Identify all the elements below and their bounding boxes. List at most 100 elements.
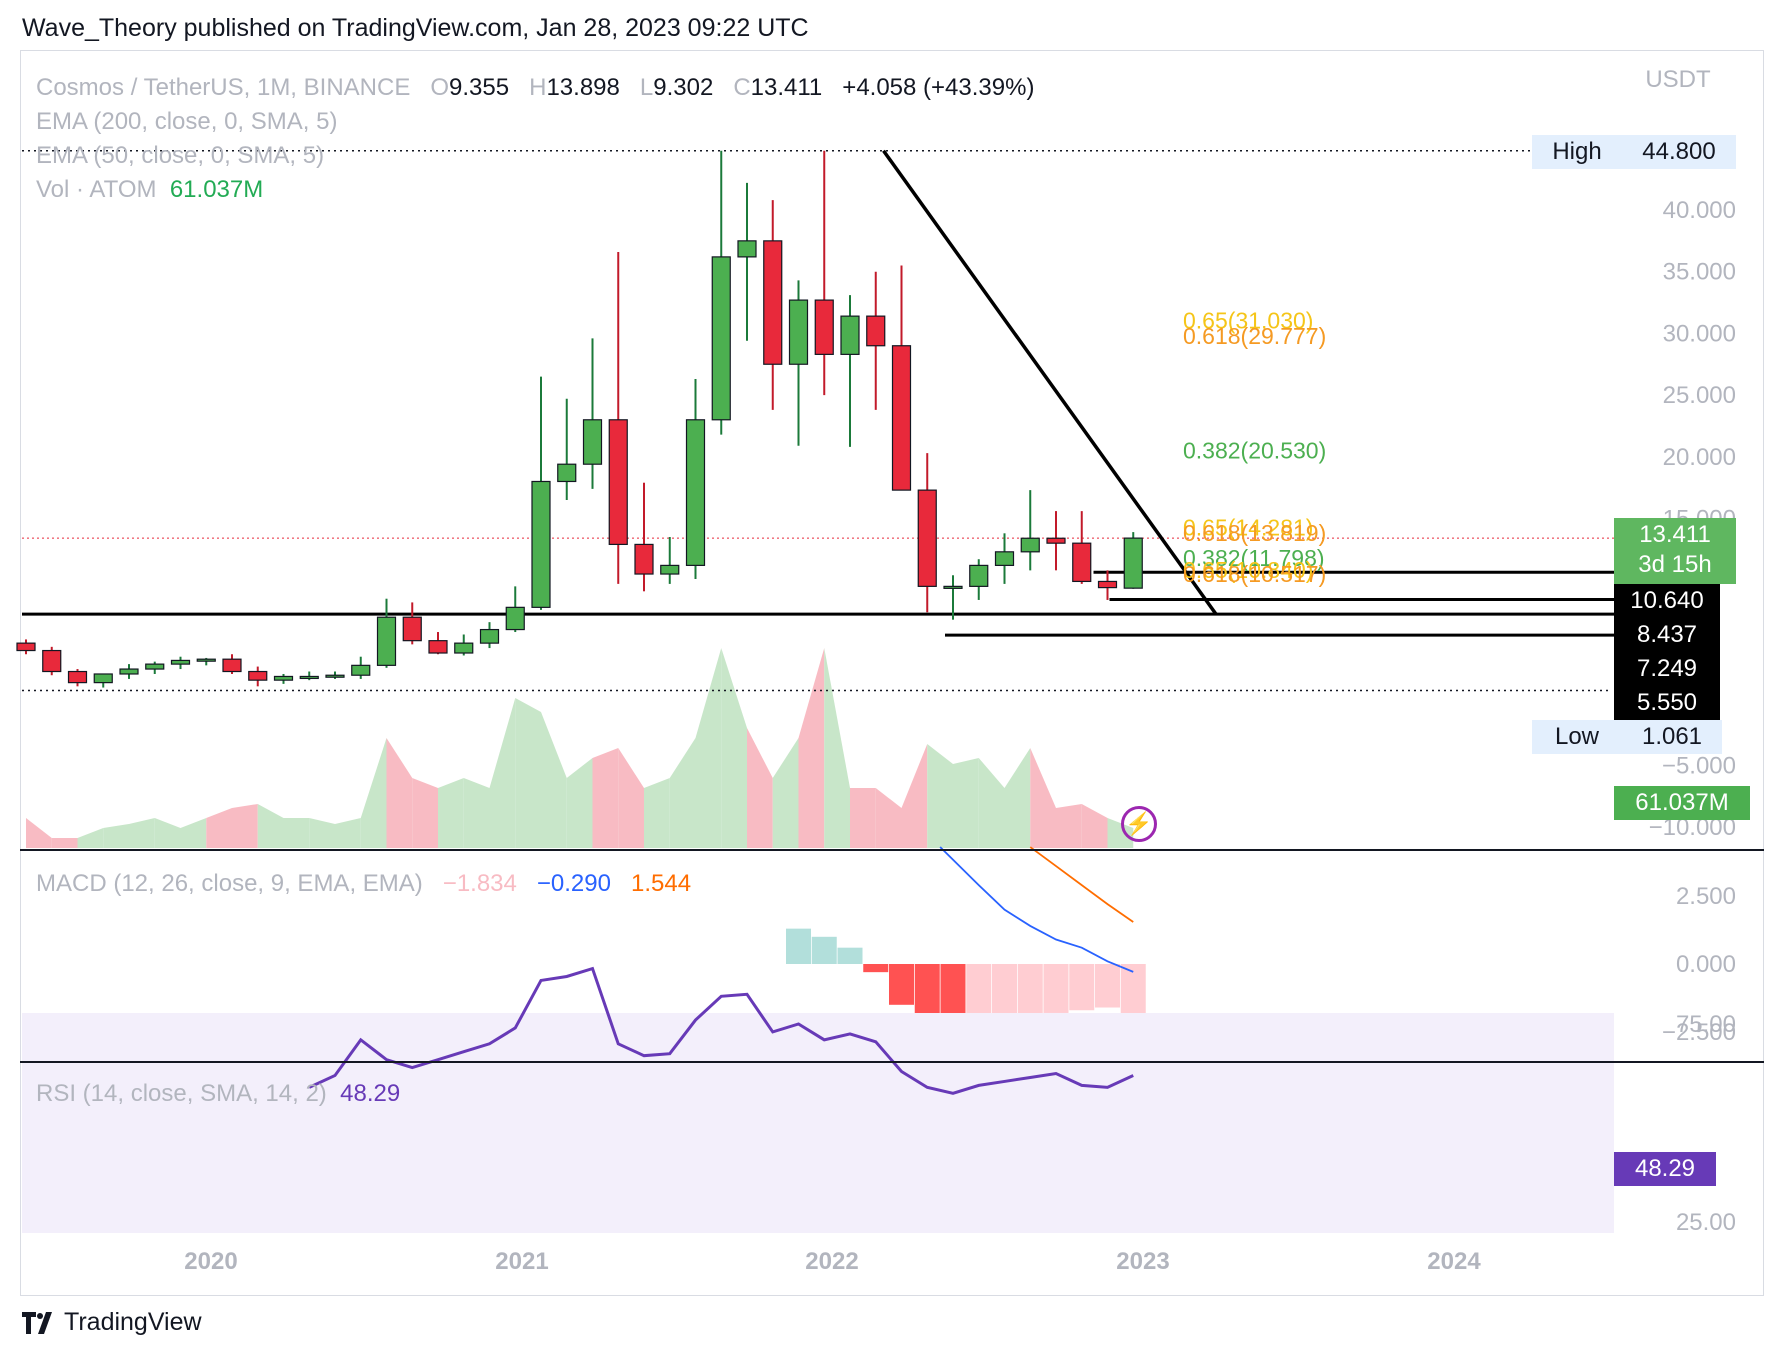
- macd-histogram-bar: [1095, 964, 1120, 1008]
- candle-body: [891, 345, 912, 491]
- volume-segment: [850, 788, 876, 848]
- volume-segment: [206, 808, 232, 848]
- price-tick: 40.000: [1663, 197, 1736, 224]
- candle-body: [969, 564, 989, 587]
- candle-body: [788, 299, 809, 365]
- volume-segment: [669, 738, 696, 848]
- low-value: 1.061: [1622, 720, 1722, 754]
- candle-body: [42, 649, 62, 673]
- candle-body: [660, 564, 680, 575]
- price-tick: −5.000: [1662, 752, 1736, 779]
- macd-histogram-bar: [786, 928, 811, 964]
- time-tick: 2023: [1116, 1248, 1169, 1275]
- candle-body: [1097, 580, 1118, 589]
- candle-body: [351, 664, 371, 676]
- volume-segment: [360, 738, 387, 848]
- candle-body: [119, 668, 139, 675]
- last-price-tag: 13.411 3d 15h: [1614, 518, 1736, 584]
- candle-body: [1020, 537, 1040, 553]
- ema200-legend[interactable]: EMA (200, close, 0, SMA, 5): [36, 108, 338, 135]
- fib-label: 0.382(11.798): [1183, 545, 1325, 571]
- macd-histogram-bar: [1017, 964, 1043, 1016]
- candle-body: [273, 675, 294, 681]
- volume-segment: [695, 648, 722, 848]
- tradingview-logo-icon: [22, 1311, 52, 1334]
- rsi-tag: 48.29: [1614, 1152, 1716, 1186]
- symbol-legend[interactable]: Cosmos / TetherUS, 1M, BINANCE O9.355 H1…: [36, 74, 1035, 101]
- time-tick: 2020: [184, 1248, 237, 1275]
- fib-label: 0.618(10.517): [1183, 561, 1326, 587]
- candle-body: [93, 673, 113, 684]
- fib-label: 0.65(31.030): [1183, 308, 1313, 334]
- time-tick: 2024: [1427, 1248, 1481, 1275]
- volume-segment: [26, 818, 52, 848]
- volume-segment: [129, 818, 155, 848]
- low-label: Low: [1532, 720, 1622, 754]
- macd-histogram-bar: [1069, 964, 1095, 1011]
- macd-hist-value: −1.834: [442, 870, 517, 897]
- rsi-value: 48.29: [340, 1080, 401, 1107]
- fib-label: 0.65(10.840): [1183, 557, 1313, 583]
- volume-segment: [978, 758, 1005, 848]
- macd-histogram-bar: [1120, 964, 1146, 1014]
- level-tag-4: 5.550: [1614, 686, 1720, 720]
- volume-segment: [154, 818, 181, 848]
- candle-body: [840, 315, 860, 355]
- symbol-name: Cosmos / TetherUS, 1M, BINANCE: [36, 74, 411, 101]
- fib-label: 0.382(20.530): [1183, 437, 1326, 463]
- close-value: 13.411: [750, 74, 823, 101]
- volume-segment: [1081, 804, 1108, 848]
- candlestick-series: [16, 150, 1143, 688]
- macd-line: [939, 846, 1134, 973]
- volume-legend[interactable]: Vol · ATOM 61.037M: [36, 176, 264, 203]
- candle-body: [711, 256, 731, 421]
- candle-body: [16, 642, 36, 652]
- volume-segment: [901, 744, 928, 848]
- candle-body: [737, 240, 757, 258]
- volume-value: 61.037M: [169, 176, 264, 203]
- low-value: 9.302: [653, 74, 714, 101]
- volume-segment: [953, 758, 979, 848]
- change-value: +4.058 (+43.39%): [842, 74, 1035, 101]
- candle-body: [145, 663, 165, 670]
- volume-segment: [283, 818, 310, 848]
- candle-body: [402, 616, 422, 642]
- volume-segment: [541, 712, 567, 848]
- volume-segment: [77, 828, 104, 848]
- macd-histogram-bar: [889, 964, 914, 1005]
- rsi-tick: 25.00: [1676, 1209, 1736, 1236]
- fib-label: 0.65(14.281): [1183, 514, 1313, 540]
- chart-frame: [20, 50, 1764, 1296]
- footer: TradingView: [22, 1308, 202, 1337]
- macd-legend[interactable]: MACD (12, 26, close, 9, EMA, EMA) −1.834…: [36, 870, 692, 897]
- candle-body: [582, 419, 603, 465]
- high-label: High: [1532, 135, 1622, 169]
- volume-segment: [51, 838, 78, 848]
- candle-body: [376, 616, 397, 666]
- volume-segment: [463, 778, 490, 848]
- macd-histogram-bar: [837, 947, 863, 964]
- open-value: 9.355: [449, 74, 510, 101]
- level-tag-1: 10.640: [1614, 584, 1720, 618]
- publish-header: Wave_Theory published on TradingView.com…: [22, 14, 809, 42]
- price-tick: 35.000: [1663, 259, 1736, 286]
- candle-body: [428, 640, 448, 654]
- volume-segment: [1004, 748, 1031, 848]
- macd-tick: 0.000: [1676, 951, 1736, 978]
- bar-countdown: 3d 15h: [1638, 551, 1712, 578]
- lightning-icon[interactable]: ⚡: [1121, 806, 1157, 842]
- rsi-legend[interactable]: RSI (14, close, SMA, 14, 2) 48.29: [36, 1080, 401, 1107]
- candle-body: [557, 463, 577, 483]
- price-tick: 20.000: [1663, 444, 1736, 471]
- candle-body: [299, 675, 319, 680]
- candle-body: [196, 658, 216, 662]
- candle-body: [67, 670, 88, 684]
- candle-body: [1046, 537, 1066, 544]
- volume-segment: [566, 758, 593, 848]
- volume-segment: [592, 748, 619, 848]
- volume-segment: [798, 648, 825, 848]
- candle-body: [866, 315, 886, 347]
- ema50-legend[interactable]: EMA (50, close, 0, SMA, 5): [36, 142, 325, 169]
- candle-body: [994, 551, 1015, 566]
